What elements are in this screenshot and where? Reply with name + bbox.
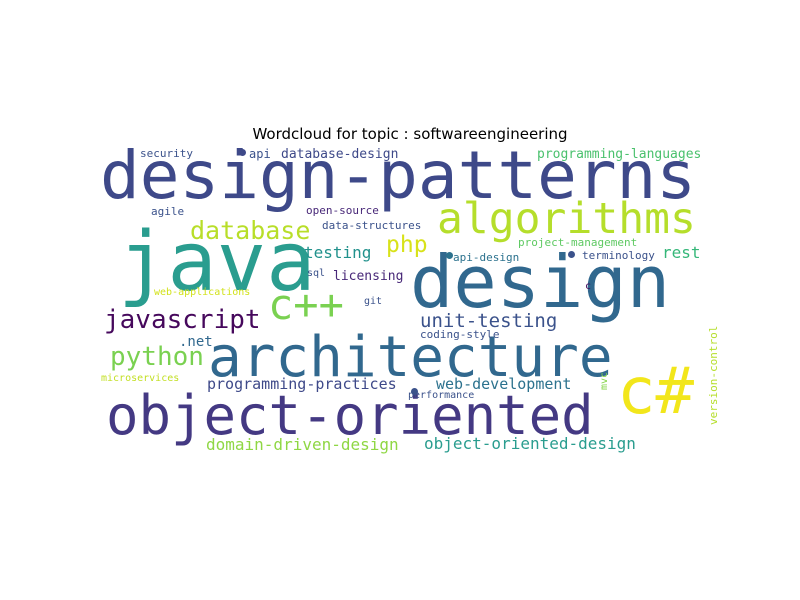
word-programming-languages: programming-languages bbox=[537, 147, 702, 162]
word-rest: rest bbox=[662, 243, 701, 262]
word-algorithms: algorithms bbox=[437, 194, 696, 244]
word-c: c bbox=[585, 281, 592, 292]
word-coding-style: coding-style bbox=[420, 328, 500, 341]
word-java: java bbox=[118, 215, 316, 310]
word-php: php bbox=[386, 232, 428, 258]
word-licensing: licensing bbox=[333, 269, 404, 284]
dot-mark bbox=[411, 388, 418, 395]
word-unit-testing: unit-testing bbox=[420, 310, 558, 332]
word-agile: agile bbox=[151, 205, 185, 218]
word-database-design: database-design bbox=[281, 147, 399, 162]
word-python: python bbox=[110, 342, 204, 372]
word-csharp: c# bbox=[617, 355, 695, 429]
word-javascript: javascript bbox=[104, 305, 261, 335]
word-web-applications: web-applications bbox=[154, 287, 251, 298]
word-architecture: architecture bbox=[208, 325, 613, 390]
word-design-patterns: design-patterns bbox=[100, 137, 697, 214]
word-programming-practices: programming-practices bbox=[207, 375, 397, 393]
word-git: git bbox=[364, 296, 383, 307]
word-object-oriented-design: object-oriented-design bbox=[424, 434, 636, 453]
wordcloud-title: Wordcloud for topic : softwareengineerin… bbox=[252, 125, 568, 143]
word-object-oriented: object-oriented bbox=[106, 384, 594, 447]
word-database: database bbox=[190, 216, 311, 245]
word-api-design: api-design bbox=[453, 251, 520, 264]
word-open-source: open-source bbox=[306, 204, 379, 217]
word-performance: performance bbox=[408, 390, 475, 401]
word-web-development: web-development bbox=[436, 375, 572, 393]
word-design: design bbox=[410, 240, 671, 324]
word-terminology: terminology bbox=[582, 249, 655, 262]
word-domain-driven-design: domain-driven-design bbox=[206, 435, 399, 454]
dot-mark bbox=[239, 149, 246, 156]
word-api: api bbox=[249, 147, 271, 161]
word-sql: sql bbox=[307, 268, 326, 279]
word-net: .net bbox=[179, 334, 213, 350]
word-mvc: mvc bbox=[599, 371, 610, 390]
word-security: security bbox=[140, 147, 193, 160]
dot-mark bbox=[446, 252, 453, 259]
dot-mark bbox=[568, 251, 575, 258]
word-cplusplus: c++ bbox=[268, 280, 344, 329]
word-project-management: project-management bbox=[518, 236, 638, 249]
word-data-structures: data-structures bbox=[322, 219, 422, 232]
word-microservices: microservices bbox=[101, 373, 180, 384]
word-version-control: version-control bbox=[707, 325, 720, 425]
word-testing: testing bbox=[304, 243, 372, 262]
